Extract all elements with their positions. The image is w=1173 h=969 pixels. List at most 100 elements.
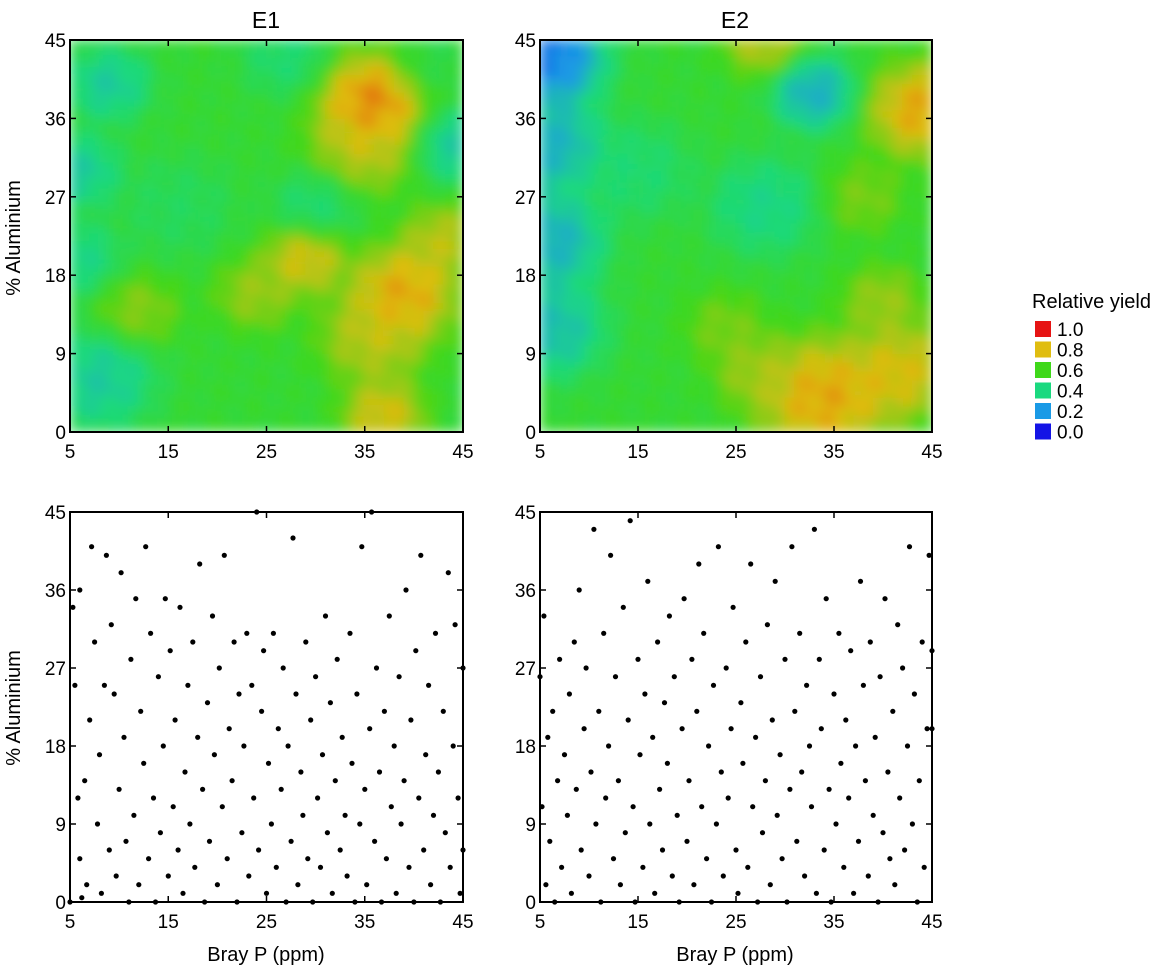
scatter-point xyxy=(696,561,702,567)
x-tick-label: 45 xyxy=(452,442,473,463)
y-tick-label: 45 xyxy=(45,31,66,52)
scatter-point xyxy=(295,882,301,888)
scatter-point xyxy=(792,708,798,714)
x-tick-label: 35 xyxy=(823,912,844,933)
scatter-point xyxy=(288,838,294,844)
x-tick-label: 45 xyxy=(921,912,942,933)
scatter-point xyxy=(442,830,448,836)
scatter-point xyxy=(94,821,101,827)
scatter-point xyxy=(606,743,612,749)
scatter-point xyxy=(327,700,333,706)
scatter-point xyxy=(148,630,154,636)
scatter-point xyxy=(141,760,147,766)
scatter-point xyxy=(268,821,274,827)
scatter-point xyxy=(157,830,163,836)
scatter-point xyxy=(261,648,267,654)
y-tick-label: 45 xyxy=(515,503,536,524)
legend-label: 0.2 xyxy=(1057,402,1083,423)
scatter-point xyxy=(627,518,633,524)
scatter-point xyxy=(704,856,710,862)
scatter-point xyxy=(617,882,624,888)
scatter-point xyxy=(877,674,883,680)
scatter-point xyxy=(593,821,599,827)
scatter-point xyxy=(418,552,424,558)
scatter-point xyxy=(720,873,726,879)
scatter-point xyxy=(867,639,873,645)
scatter-point xyxy=(244,630,250,636)
scatter-point xyxy=(383,856,389,862)
legend-swatch xyxy=(1035,321,1051,337)
scatter-point xyxy=(432,630,439,636)
scatter-point xyxy=(870,812,876,818)
scatter-point xyxy=(733,847,739,853)
scatter-point xyxy=(324,830,330,836)
scatter-point xyxy=(661,700,668,706)
scatter-point xyxy=(568,890,575,896)
scatter-point xyxy=(334,656,340,662)
scatter-point xyxy=(447,864,453,870)
scatter-point xyxy=(615,778,622,784)
scatter-point xyxy=(919,639,925,645)
scatter-point xyxy=(77,587,83,593)
scatter-point xyxy=(743,639,749,645)
y-tick-label: 18 xyxy=(45,737,66,758)
scatter-point xyxy=(625,717,631,723)
legend-swatch xyxy=(1035,423,1051,440)
scatter-point xyxy=(659,847,666,853)
scatter-point xyxy=(635,656,641,662)
scatter-point xyxy=(298,769,304,775)
scatter-point xyxy=(650,734,656,740)
scatter-point xyxy=(275,726,281,732)
scatter-point xyxy=(904,743,911,749)
scatter-point xyxy=(655,639,661,645)
scatter-point xyxy=(344,873,350,879)
scatter-point xyxy=(406,864,412,870)
scatter-point xyxy=(79,895,85,901)
scatter-point xyxy=(573,786,579,792)
e1-scatter-panel: 5 15 25 35 45 0 9 18 27 36 45 xyxy=(45,503,474,933)
scatter-point xyxy=(231,639,237,645)
scatter-point xyxy=(902,847,908,853)
scatter-point xyxy=(890,708,896,714)
scatter-point xyxy=(622,830,628,836)
scatter-point xyxy=(691,882,697,888)
scatter-point xyxy=(206,838,213,844)
heatmap-field xyxy=(540,40,932,432)
scatter-point xyxy=(789,544,795,550)
scatter-point xyxy=(349,760,355,766)
scatter-point xyxy=(313,674,319,680)
scatter-point xyxy=(630,804,636,810)
scatter-point xyxy=(713,821,720,827)
y-tick-label: 36 xyxy=(45,109,66,130)
scatter-point xyxy=(160,743,166,749)
x-tick-label: 45 xyxy=(921,442,942,463)
scatter-point xyxy=(921,864,927,870)
scatter-point xyxy=(319,752,326,758)
scatter-point xyxy=(787,786,793,792)
e2-heatmap-panel: 5 15 25 35 45 0 9 18 27 36 45 xyxy=(515,31,943,463)
scatter-point xyxy=(843,717,849,723)
scatter-point xyxy=(357,821,363,827)
scatter-point xyxy=(610,856,617,862)
scatter-point xyxy=(82,778,88,784)
scatter-point xyxy=(848,648,854,654)
y-tick-label: 0 xyxy=(55,423,66,444)
scatter-point xyxy=(150,795,157,801)
scatter-point xyxy=(757,674,764,680)
e1-scatter-xlabel: Bray P (ppm) xyxy=(207,944,324,966)
scatter-point xyxy=(75,795,81,801)
scatter-point xyxy=(895,622,901,628)
scatter-point xyxy=(841,864,847,870)
scatter-point xyxy=(557,656,563,662)
scatter-point xyxy=(209,613,216,619)
scatter-point xyxy=(285,743,291,749)
scatter-point xyxy=(860,682,867,688)
scatter-point xyxy=(77,856,83,862)
legend-title: Relative yield xyxy=(1032,291,1151,313)
scatter-point xyxy=(354,691,360,697)
scatter-point xyxy=(241,743,247,749)
scatter-point xyxy=(445,570,451,576)
scatter-point xyxy=(550,708,556,714)
scatter-point xyxy=(813,890,820,896)
scatter-point xyxy=(391,743,397,749)
